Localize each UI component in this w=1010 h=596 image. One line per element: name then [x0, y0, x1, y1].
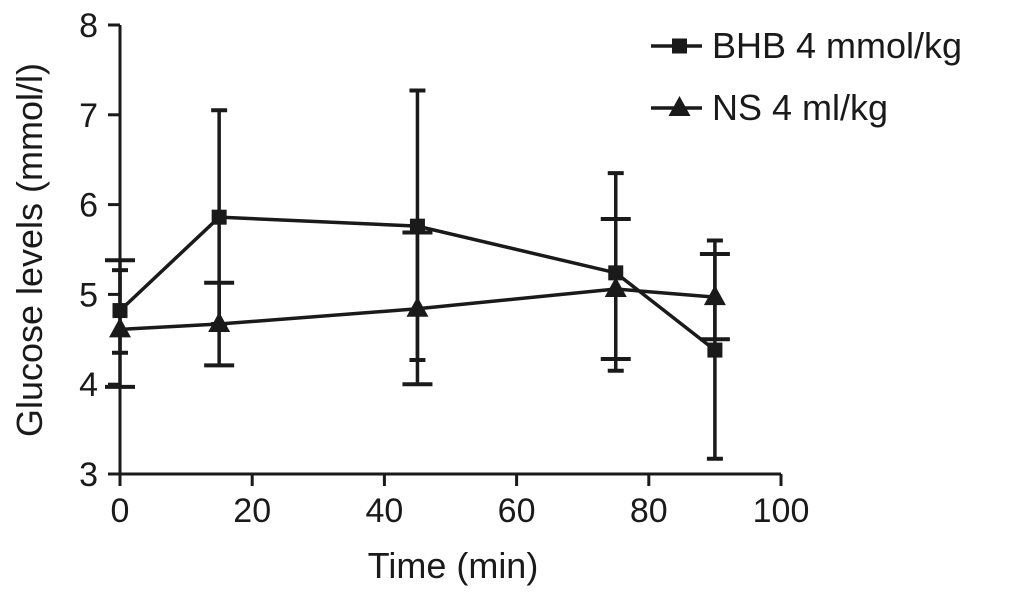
data-point: [707, 342, 723, 358]
x-tick-label: 20: [233, 492, 271, 530]
data-point: [604, 277, 627, 298]
x-tick-label: 80: [630, 492, 668, 530]
legend-label: NS 4 ml/kg: [712, 87, 888, 128]
x-tick-label: 40: [365, 492, 403, 530]
x-tick-label: 0: [111, 492, 130, 530]
data-point: [109, 317, 131, 338]
y-tick-label: 3: [79, 456, 98, 494]
x-tick-label: 100: [753, 492, 810, 530]
data-point: [409, 218, 425, 234]
series-ns: [105, 216, 730, 389]
legend: BHB 4 mmol/kg NS 4 ml/kg: [651, 25, 962, 128]
y-tick-label: 4: [79, 366, 98, 404]
y-tick-label: 8: [79, 7, 98, 45]
x-axis-ticks: 0 20 40 60 80 100: [111, 474, 810, 530]
data-point: [208, 312, 231, 333]
y-axis-label: Glucose levels (mmol/l): [9, 63, 50, 437]
x-axis-label: Time (min): [368, 545, 539, 586]
y-axis-ticks: 3 4 5 6 7 8: [79, 7, 120, 494]
plot-area: [105, 88, 730, 461]
data-point: [211, 209, 227, 225]
legend-label: BHB 4 mmol/kg: [712, 25, 962, 66]
legend-marker: [668, 96, 691, 116]
x-tick-label: 60: [498, 492, 536, 530]
legend-marker: [672, 38, 687, 54]
data-point: [406, 296, 429, 317]
data-point: [703, 285, 726, 306]
y-tick-label: 6: [79, 187, 98, 225]
y-tick-label: 5: [79, 276, 98, 314]
y-tick-label: 7: [79, 97, 98, 135]
axes: [118, 25, 781, 476]
